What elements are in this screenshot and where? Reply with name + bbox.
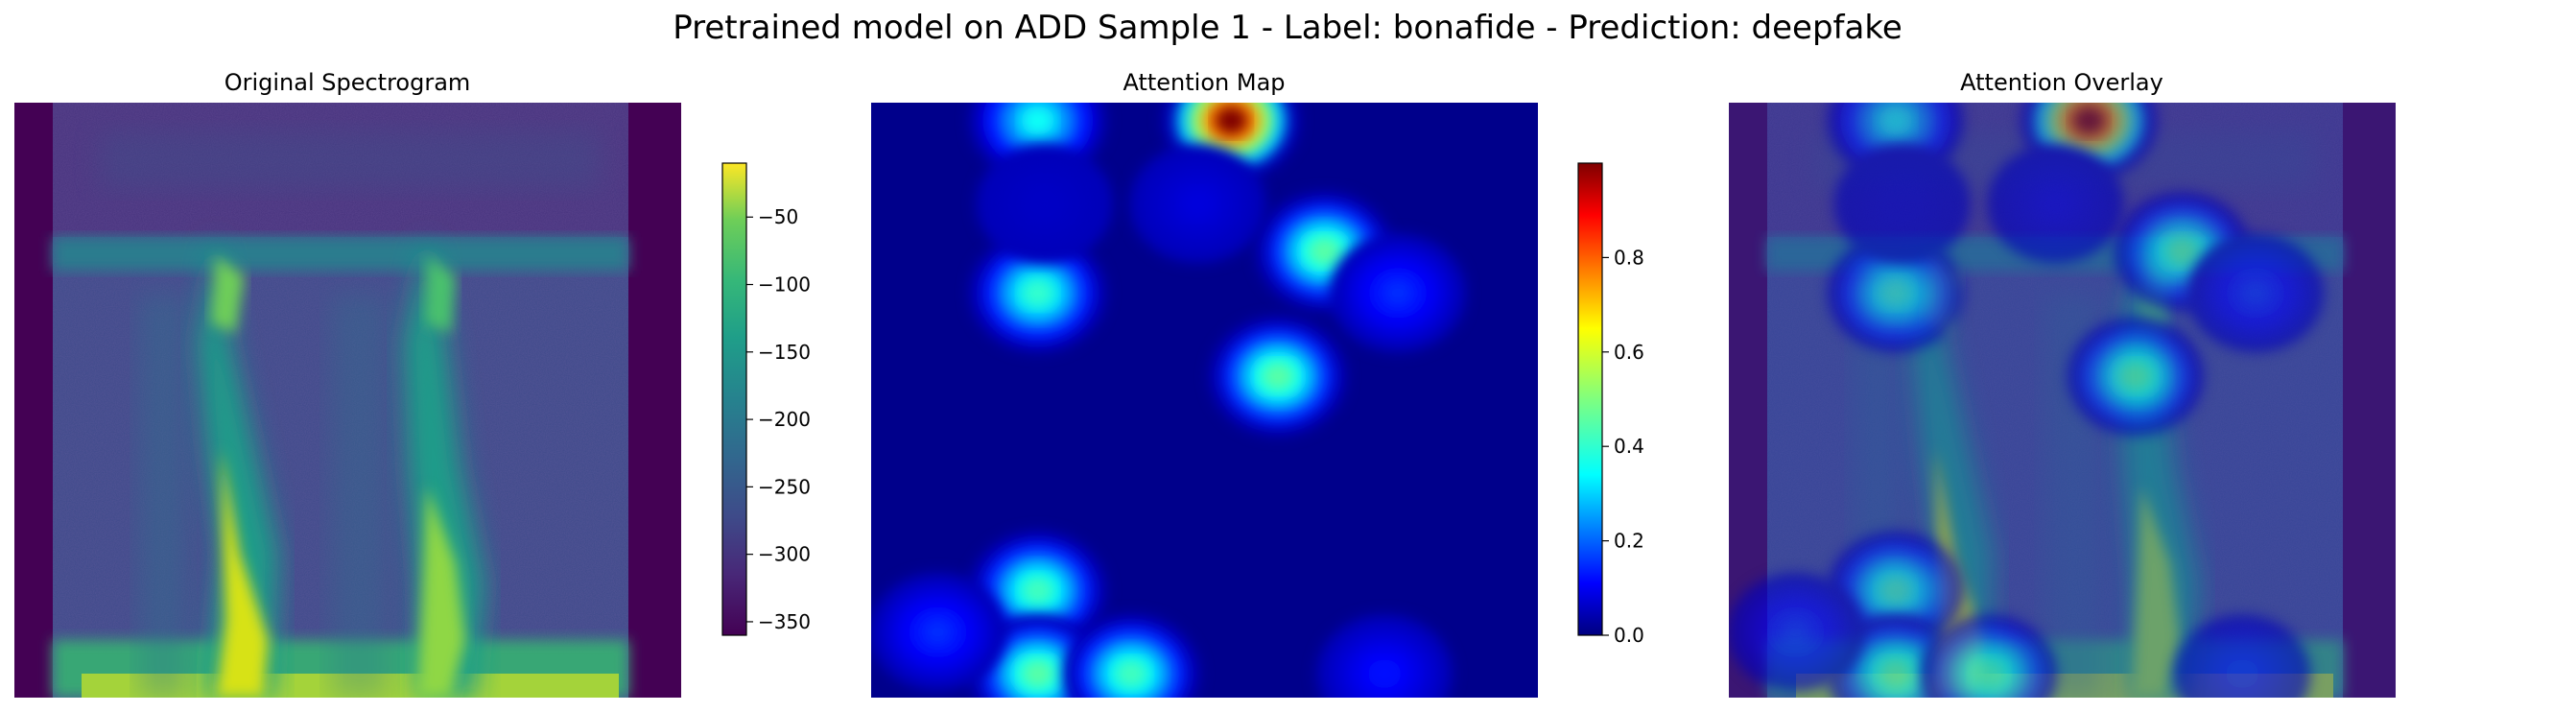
- attention-overlay-hotspot: [1827, 531, 1965, 651]
- colorbar-attention-tick-label: 0.6: [1614, 341, 1644, 364]
- colorbar-spectrogram-gradient: [721, 162, 747, 636]
- colorbar-attention-gradient: [1577, 162, 1603, 636]
- colorbar-spectrogram-tick-label: −200: [758, 408, 811, 431]
- attention-map-hotspot: [1209, 317, 1347, 437]
- attention-map-hotspot: [1062, 614, 1200, 698]
- colorbar-spectrogram-tick-label: −50: [758, 205, 798, 228]
- attention-overlay-hotspot: [1729, 572, 1864, 692]
- colorbar-attention-tick-label: 0.0: [1614, 624, 1644, 647]
- attention-map-hotspot: [1329, 233, 1467, 353]
- attention-overlay-hotspot: [2067, 317, 2205, 437]
- attention-overlay-hotspot: [1987, 144, 2124, 264]
- attention-overlay-hotspot: [1827, 233, 1965, 353]
- attention-map-hotspot: [1315, 614, 1453, 698]
- figure-title: Pretrained model on ADD Sample 1 - Label…: [673, 9, 1902, 47]
- attention-overlay-hotspot: [2186, 233, 2325, 353]
- attention-overlay-hotspot: [1833, 144, 1971, 264]
- colorbar-attention-tick-label: 0.4: [1614, 435, 1644, 458]
- panel-attention-map: Attention Map: [871, 69, 1538, 698]
- attention-overlay-hotspot: [2173, 614, 2311, 698]
- attention-overlay-hotspot: [1920, 614, 2058, 698]
- colorbar-attention: 0.0 0.2 0.4 0.6 0.8: [1577, 162, 1644, 647]
- attention-map-hotspot: [976, 144, 1113, 264]
- attention-map-hotspot: [871, 572, 1006, 692]
- colorbar-spectrogram-tick-label: −150: [758, 341, 811, 364]
- attention-map-hotspot: [969, 233, 1107, 353]
- colorbar-spectrogram-tick-label: −250: [758, 475, 811, 498]
- colorbar-spectrogram-tick-label: −350: [758, 610, 811, 633]
- colorbar-attention-tick-label: 0.2: [1614, 530, 1644, 553]
- panel-attention-overlay: Attention Overlay: [1729, 69, 2396, 698]
- colorbar-spectrogram: −50 −100 −150 −200 −250 −300 −350: [721, 162, 811, 636]
- panel-title-original: Original Spectrogram: [225, 69, 471, 96]
- colorbar-spectrogram-tick-label: −100: [758, 273, 811, 297]
- attention-map-hotspot: [1129, 144, 1266, 264]
- panel-title-overlay: Attention Overlay: [1960, 69, 2163, 96]
- panel-original-spectrogram: Original Spectrogram: [14, 69, 681, 698]
- spectrogram-image: [14, 103, 681, 698]
- colorbar-spectrogram-tick-label: −300: [758, 543, 811, 566]
- colorbar-attention-tick-label: 0.8: [1614, 246, 1644, 269]
- panel-title-attention: Attention Map: [1123, 69, 1285, 96]
